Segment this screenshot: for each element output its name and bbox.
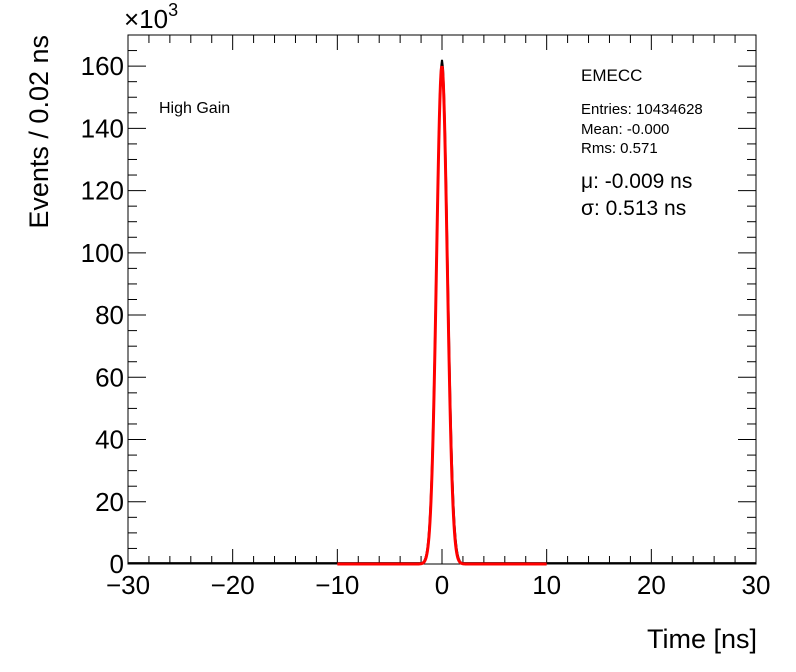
x-tick-label: 10 [532, 570, 561, 600]
x-tick-label: −10 [315, 570, 359, 600]
stats-mean: Mean: -0.000 [581, 121, 669, 138]
y-tick-label: 40 [95, 425, 124, 455]
x-tick-label: −20 [211, 570, 255, 600]
y-tick-label: 120 [81, 176, 124, 206]
y-tick-label: 100 [81, 238, 124, 268]
y-tick-label: 140 [81, 113, 124, 143]
y-tick-label: 20 [95, 487, 124, 517]
histogram-series [128, 59, 756, 565]
stats-fit-sigma: σ: 0.513 ns [581, 197, 686, 220]
stats-rms: Rms: 0.571 [581, 140, 658, 157]
y-axis-multiplier: ×103 [124, 0, 178, 34]
x-axis-title: Time [ns] [647, 624, 757, 654]
x-tick-label: 30 [742, 570, 771, 600]
gain-label: High Gain [159, 100, 230, 117]
y-tick-label: 60 [95, 362, 124, 392]
stats-title: EMECC [581, 66, 642, 85]
y-tick-label: 0 [110, 549, 124, 579]
chart-text: Time [ns] Events / 0.02 ns ×103 High Gai… [24, 0, 770, 654]
data-series [128, 59, 756, 566]
x-tick-label: 0 [435, 570, 449, 600]
x-tick-label: −30 [106, 570, 150, 600]
stats-entries: Entries: 10434628 [581, 101, 703, 118]
y-tick-label: 80 [95, 300, 124, 330]
gaussian-fit-series [337, 65, 547, 566]
x-tick-label: 20 [637, 570, 666, 600]
y-axis-title: Events / 0.02 ns [24, 35, 54, 229]
stats-fit-mu: μ: -0.009 ns [581, 170, 692, 193]
y-tick-label: 160 [81, 51, 124, 81]
